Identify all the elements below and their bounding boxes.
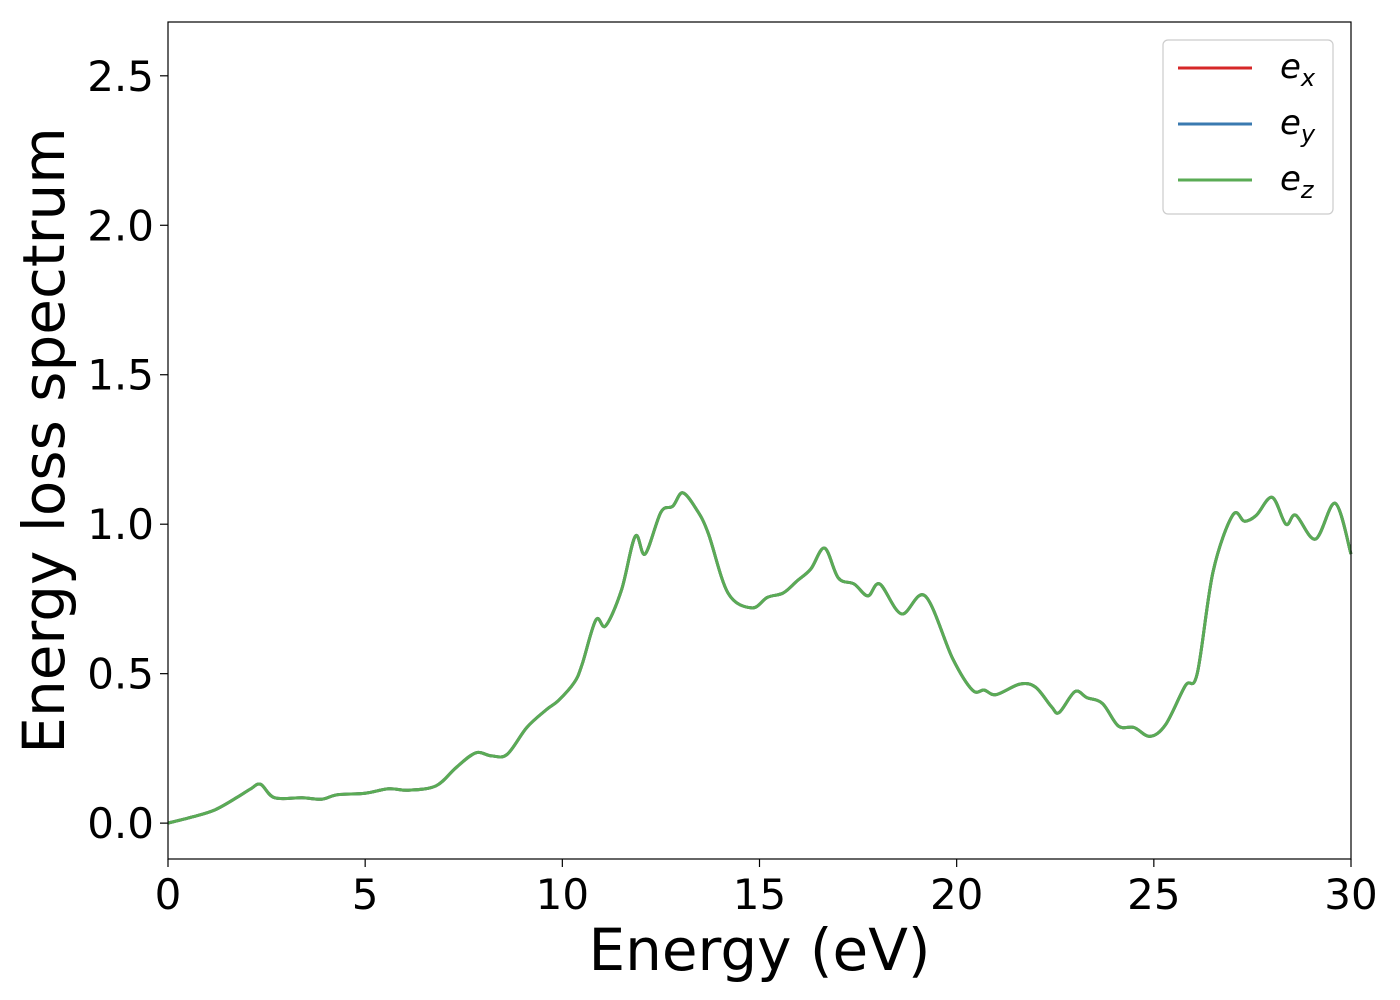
x-axis-ticks: 0 5 10 15 20 25 30 — [155, 859, 1378, 919]
x-tick-label: 15 — [733, 870, 786, 919]
x-axis-label: Energy (eV) — [588, 916, 930, 984]
y-tick-label: 0.5 — [87, 650, 154, 699]
series-line-ez — [167, 491, 1353, 825]
legend-label: ez — [1280, 159, 1315, 204]
y-tick-label: 0.0 — [87, 799, 154, 848]
y-tick-label: 1.0 — [87, 500, 154, 549]
series-line-ex — [167, 491, 1353, 825]
x-tick-label: 20 — [930, 870, 983, 919]
legend-label: ex — [1280, 47, 1316, 92]
legend-box — [1162, 39, 1334, 215]
series-line-ey — [167, 491, 1353, 825]
x-tick-label: 5 — [352, 870, 379, 919]
x-tick-label: 25 — [1127, 870, 1180, 919]
series-lines — [167, 491, 1353, 825]
x-tick-label: 30 — [1324, 870, 1377, 919]
x-tick-label: 0 — [155, 870, 182, 919]
y-axis-label: Energy loss spectrum — [10, 127, 78, 753]
legend-label: ey — [1280, 103, 1316, 148]
x-tick-label: 10 — [536, 870, 589, 919]
y-tick-label: 2.0 — [87, 201, 154, 250]
y-axis-ticks: 0.0 0.5 1.0 1.5 2.0 2.5 — [87, 52, 168, 848]
y-tick-label: 1.5 — [87, 351, 154, 400]
y-tick-label: 2.5 — [87, 52, 154, 101]
legend: ex ey ez — [1162, 39, 1334, 215]
